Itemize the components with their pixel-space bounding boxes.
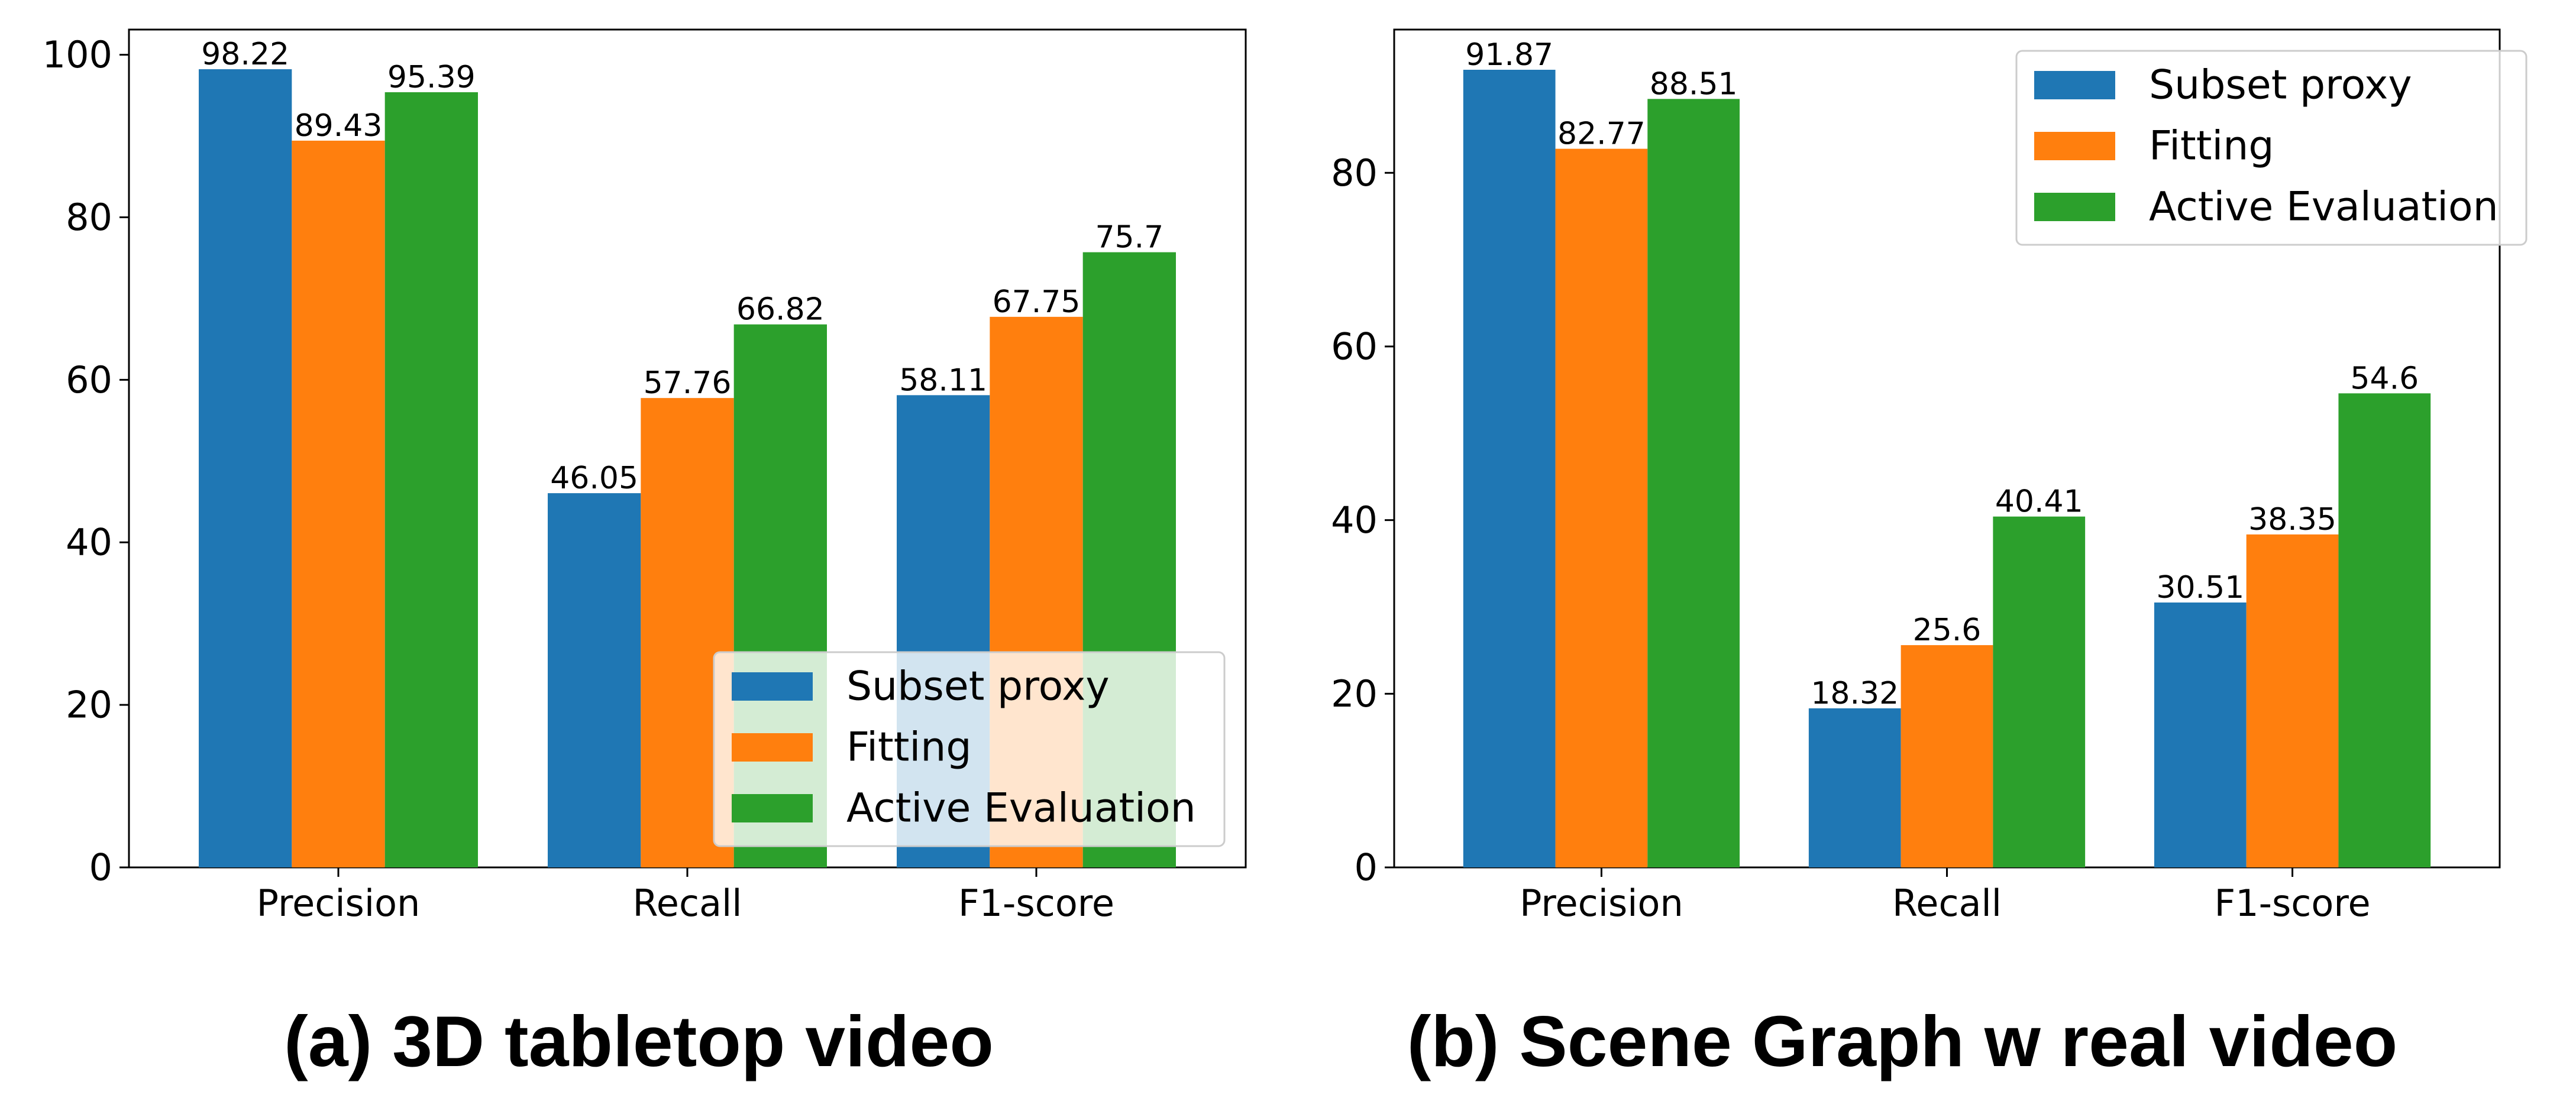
legend-swatch [732,794,813,822]
data-label: 98.22 [201,37,289,72]
legend-box [713,651,1226,847]
legend-swatch [732,733,813,762]
bar-active-evaluation [384,92,478,867]
data-label: 46.05 [550,461,638,496]
y-tick-label: 20 [66,684,112,727]
data-label: 38.35 [2248,502,2336,537]
bar-active-evaluation [1647,99,1740,867]
x-tick-label: F1-score [958,882,1114,925]
legend-label: Fitting [2149,123,2274,170]
y-tick-label: 40 [66,521,112,564]
bar-fitting [2246,534,2339,867]
legend-label: Active Evaluation [846,785,1196,832]
data-label: 54.6 [2350,361,2419,396]
data-label: 89.43 [295,108,383,144]
bar-subset-proxy [1808,708,1901,867]
bar-subset-proxy [548,493,641,867]
legend-swatch [2034,132,2115,160]
legend-label: Subset proxy [846,663,1110,710]
caption-a: (a) 3D tabletop video [284,1001,994,1081]
data-label: 88.51 [1650,66,1738,102]
legend-box [2015,50,2527,246]
x-tick-label: Precision [1520,882,1683,925]
x-tick-label: Recall [1892,882,2002,925]
y-tick-label: 80 [1331,151,1378,195]
bar-active-evaluation [1993,516,2086,867]
data-label: 75.7 [1095,220,1163,255]
data-label: 95.39 [387,60,476,95]
data-label: 58.11 [899,362,987,398]
x-tick-label: F1-score [2215,882,2371,925]
bar-subset-proxy [1463,69,1556,868]
bar-fitting [1901,645,1993,867]
legend-label: Active Evaluation [2149,184,2499,231]
bar-fitting [292,140,385,867]
data-label: 40.41 [1995,484,2083,520]
y-tick-label: 60 [66,358,112,401]
data-label: 30.51 [2156,570,2244,605]
y-tick-label: 40 [1331,498,1378,542]
y-tick-label: 20 [1331,672,1378,715]
y-tick-label: 0 [89,846,112,889]
caption-b: (b) Scene Graph w real video [1407,1001,2398,1081]
y-tick-label: 100 [43,33,112,76]
legend-swatch [2034,193,2115,221]
data-label: 25.6 [1913,613,1982,648]
y-tick-label: 0 [1355,846,1378,889]
legend-label: Subset proxy [2149,62,2412,109]
legend-swatch [732,672,813,701]
data-label: 57.76 [644,365,732,401]
data-label: 66.82 [736,292,825,328]
y-tick-label: 80 [66,196,112,239]
bar-fitting [1555,148,1648,867]
data-label: 18.32 [1811,676,1899,711]
x-tick-label: Precision [257,882,421,925]
legend-label: Fitting [846,724,972,771]
bar-subset-proxy [199,69,292,867]
data-label: 91.87 [1465,37,1553,73]
y-tick-label: 60 [1331,325,1378,368]
bar-subset-proxy [2154,602,2247,867]
legend-swatch [2034,71,2115,99]
x-tick-label: Recall [633,882,742,925]
data-label: 67.75 [993,284,1081,320]
bar-active-evaluation [2338,393,2431,867]
data-label: 82.77 [1557,116,1646,152]
